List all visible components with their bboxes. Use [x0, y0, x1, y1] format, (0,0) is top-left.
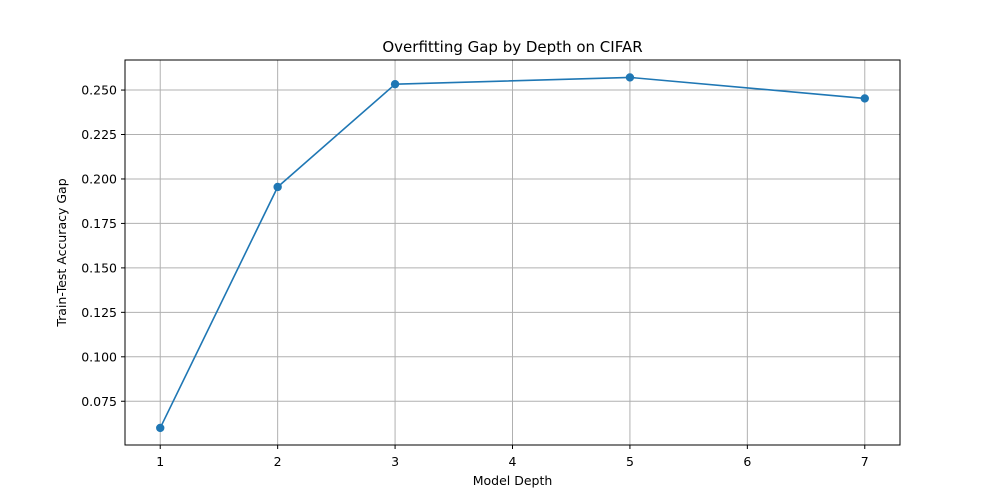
data-point	[273, 182, 282, 192]
x-tick-label: 7	[861, 454, 869, 469]
y-tick-label: 0.200	[81, 171, 117, 186]
chart-title: Overfitting Gap by Depth on CIFAR	[382, 38, 642, 56]
y-tick-label: 0.150	[81, 260, 117, 275]
x-tick-label: 2	[274, 454, 282, 469]
y-tick-label: 0.175	[81, 216, 117, 231]
x-tick-label: 4	[509, 454, 517, 469]
data-point	[625, 73, 635, 82]
data-point	[860, 94, 869, 103]
series-layer	[156, 73, 869, 433]
data-point	[156, 423, 165, 433]
y-tick-label: 0.250	[81, 83, 117, 98]
x-tick-label: 3	[391, 454, 399, 469]
x-axis-label: Model Depth	[473, 473, 553, 488]
x-tick-label: 6	[743, 454, 751, 469]
y-axis-label: Train-Test Accuracy Gap	[54, 178, 69, 327]
grid	[125, 60, 900, 445]
x-axis: 1 2 3 4 5 6 7	[156, 445, 869, 469]
y-axis: 0.075 0.100 0.125 0.150 0.175 0.200 0.225 0.250	[81, 83, 125, 409]
y-tick-label: 0.075	[81, 394, 117, 409]
data-point	[390, 79, 400, 89]
y-tick-label: 0.100	[81, 349, 117, 364]
y-tick-label: 0.125	[81, 305, 117, 320]
x-tick-label: 5	[626, 454, 634, 469]
y-tick-label: 0.225	[81, 127, 117, 142]
x-tick-label: 1	[156, 454, 164, 469]
